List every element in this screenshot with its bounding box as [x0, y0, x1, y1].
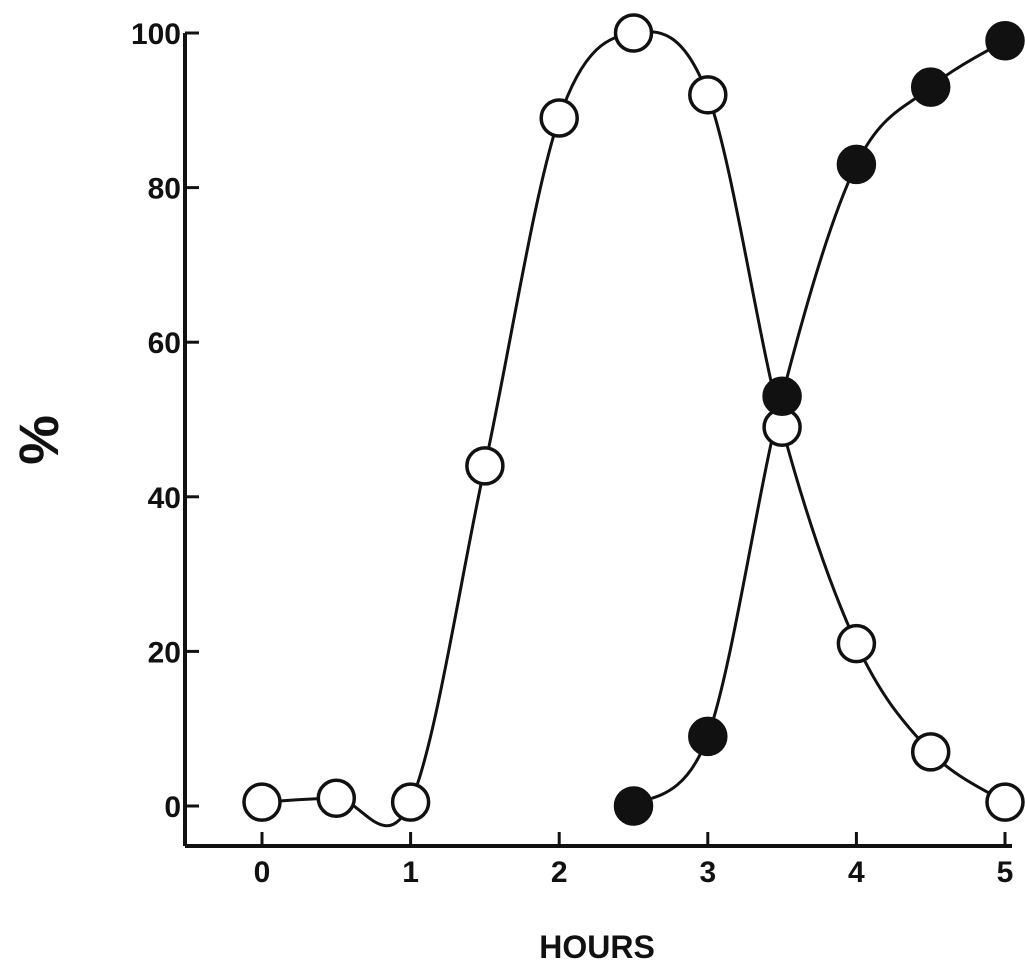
x-tick-label: 2 [551, 856, 568, 889]
open-circle-point [316, 778, 357, 819]
open-circle-point [465, 446, 505, 486]
x-tick-label: 5 [997, 856, 1014, 889]
open-circle-point [613, 13, 654, 53]
series-line-1 [261, 30, 1006, 828]
filled-circle-point [613, 786, 654, 826]
axes: 0 20 40 60 80 100 0 1 2 3 4 5 [131, 18, 1013, 889]
filled-circle-point [688, 716, 728, 757]
open-circle-point [688, 75, 728, 115]
series-line-2 [632, 39, 1006, 808]
x-tick-label: 3 [699, 856, 716, 889]
open-circle-point [910, 732, 951, 772]
open-circle-point [242, 782, 282, 822]
filled-circle-point [910, 67, 951, 107]
y-axis-label: % [7, 415, 70, 465]
y-tick-label: 0 [164, 791, 181, 824]
x-tick-label: 4 [848, 856, 865, 889]
series-curves [261, 30, 1006, 828]
y-tick-label: 40 [148, 482, 181, 515]
y-tick-label: 100 [131, 18, 181, 51]
filled-circle-point [836, 144, 877, 185]
data-markers [242, 13, 1025, 826]
open-circle-point [836, 623, 877, 664]
x-tick-label: 1 [402, 856, 419, 889]
filled-circle-point [762, 376, 802, 417]
open-circle-point [390, 782, 431, 822]
y-tick-label: 20 [148, 636, 181, 669]
y-tick-label: 80 [148, 173, 181, 206]
filled-circle-point [985, 20, 1025, 61]
x-axis-label: HOURS [539, 929, 655, 965]
x-tick-label: 0 [254, 856, 271, 889]
y-tick-label: 60 [148, 327, 181, 360]
open-circle-point [539, 98, 579, 138]
open-circle-point [985, 782, 1025, 822]
